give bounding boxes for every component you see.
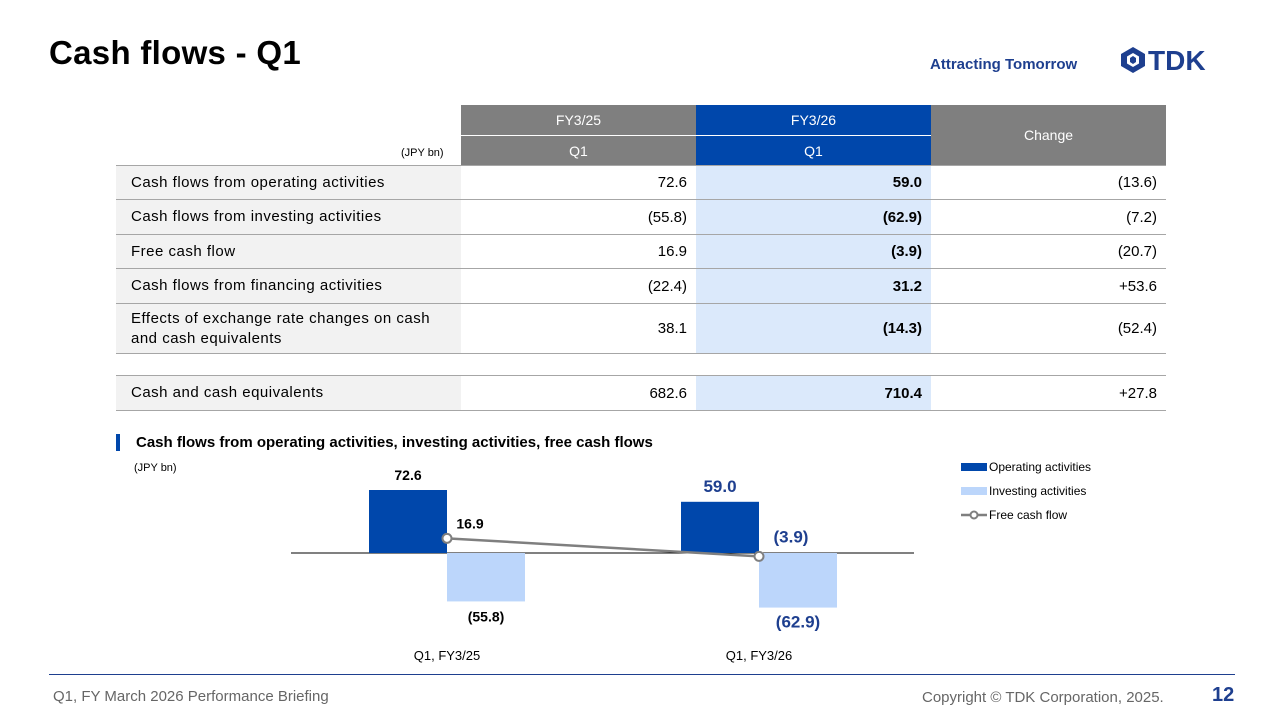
cell-fy25: (55.8) [647, 208, 687, 226]
logo-text: TDK [1148, 46, 1206, 74]
cell-change: (13.6) [1117, 174, 1157, 191]
bar-investing [447, 553, 525, 602]
cell-fy26: (62.9) [696, 200, 931, 234]
col-header-fy26: FY3/26 [696, 105, 931, 135]
col-header-change: Change [931, 105, 1166, 165]
page-number: 12 [1212, 684, 1235, 706]
cell-fy26: (3.9) [696, 235, 931, 268]
row-label-financing: Cash flows from financing activities [116, 269, 461, 303]
category-label: Q1, FY3/26 [726, 648, 792, 663]
fcf-line [446, 537, 760, 558]
legend-swatch-investing [961, 487, 987, 495]
fcf-point [753, 550, 765, 562]
cell-change: (20.7) [1117, 243, 1157, 260]
subheader-fy25: Q1 [461, 136, 696, 165]
footer-copyright: Copyright © TDK Corporation, 2025. [922, 689, 1164, 706]
row-label-cash-equivalents: Cash and cash equivalents [116, 376, 461, 410]
cell-change: +53.6 [1119, 277, 1157, 295]
row-label-operating: Cash flows from operating activities [116, 166, 461, 199]
tdk-emblem-icon [1121, 47, 1145, 73]
bar-operating [681, 501, 759, 553]
legend-marker-fcf [969, 510, 979, 520]
page-title: Cash flows - Q1 [49, 34, 302, 71]
cell-change: (52.4) [1117, 320, 1157, 337]
subheader-fy26: Q1 [696, 136, 931, 165]
cell-fy25: 72.6 [657, 174, 687, 191]
chart-unit: (JPY bn) [134, 462, 177, 474]
cell-fy25: (22.4) [647, 277, 687, 295]
cell-fy25: 38.1 [657, 320, 687, 337]
data-label-operating: 72.6 [394, 467, 421, 483]
bar-operating [369, 490, 447, 553]
tagline: Attracting Tomorrow [930, 56, 1078, 73]
cell-fy26: 59.0 [696, 166, 931, 199]
legend-entry: Operating activities [989, 460, 1091, 474]
cell-change: (7.2) [1126, 208, 1157, 226]
legend-swatch-operating [961, 463, 987, 471]
row-label-fcf: Free cash flow [116, 235, 461, 268]
chart-section-title: Cash flows from operating activities, in… [116, 434, 653, 451]
data-label-fcf: 16.9 [456, 515, 483, 531]
data-label-fcf: (3.9) [774, 527, 809, 546]
footer-briefing-title: Q1, FY March 2026 Performance Briefing [53, 688, 329, 705]
row-label-fx-effects: Effects of exchange rate changes on cash… [116, 304, 461, 353]
category-label: Q1, FY3/25 [414, 648, 480, 663]
fcf-point [441, 532, 453, 544]
cell-fy26: 710.4 [696, 376, 931, 410]
cell-fy25: 16.9 [657, 243, 687, 260]
legend-entry: Free cash flow [989, 508, 1067, 522]
table-unit: (JPY bn) [401, 147, 444, 159]
col-header-fy25: FY3/25 [461, 105, 696, 135]
data-label-operating: 59.0 [703, 477, 736, 496]
data-label-investing: (62.9) [776, 613, 820, 632]
tdk-logo: TDK [1121, 46, 1206, 74]
cell-fy25: 682.6 [649, 384, 687, 402]
cell-fy26: (14.3) [696, 304, 931, 353]
legend-entry: Investing activities [989, 484, 1086, 498]
footer-divider [49, 674, 1235, 675]
cell-fy26: 31.2 [696, 269, 931, 303]
bar-investing [759, 553, 837, 608]
row-label-investing: Cash flows from investing activities [116, 200, 461, 234]
cell-change: +27.8 [1119, 384, 1157, 402]
data-label-investing: (55.8) [468, 608, 505, 624]
